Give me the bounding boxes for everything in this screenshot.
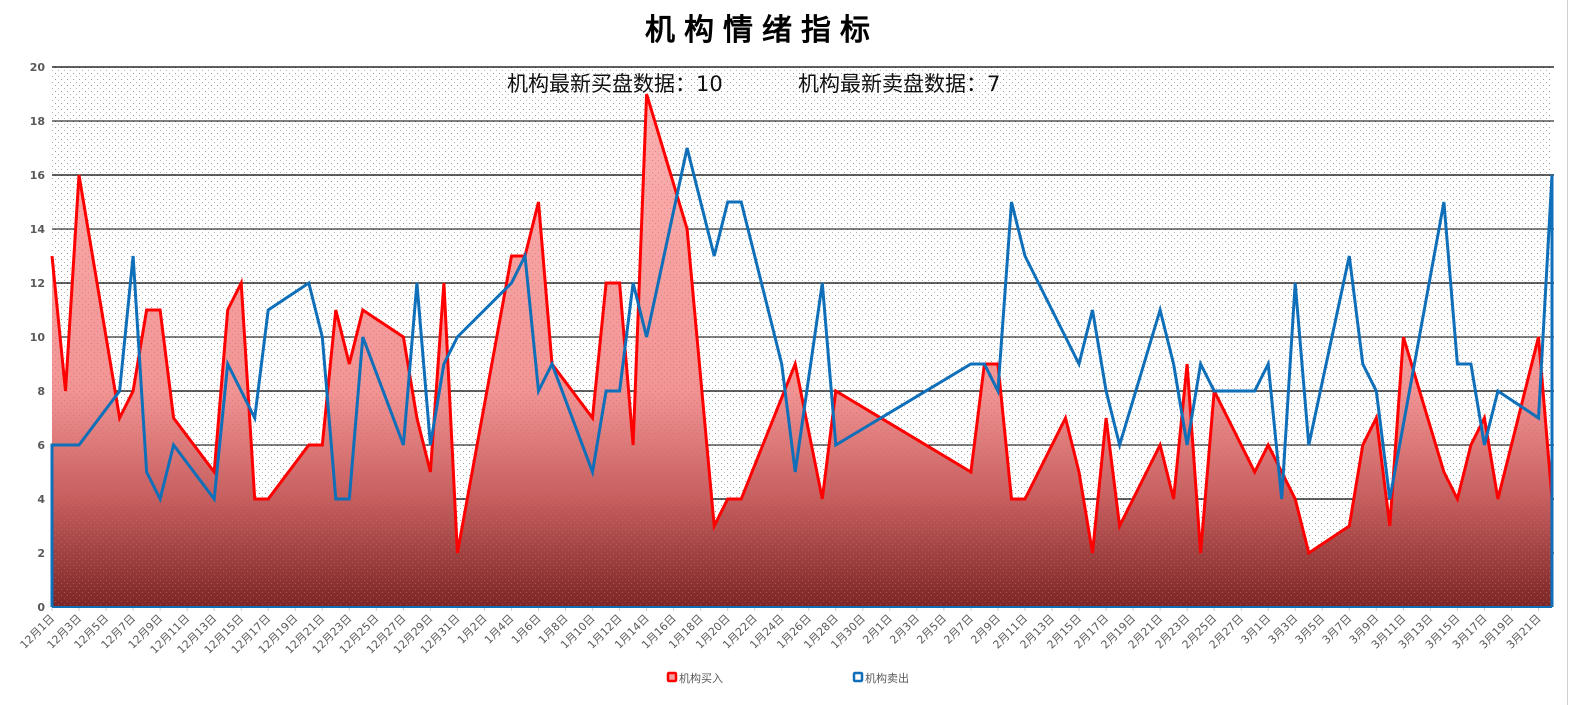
subtitle-buy: 机构最新买盘数据：10: [507, 72, 723, 96]
x-tick-label: 3月7日: [1320, 612, 1355, 647]
series-layer: [50, 93, 1554, 608]
y-tick-label: 4: [37, 493, 45, 506]
x-tick-label: 3月3日: [1266, 612, 1301, 647]
y-axis: 0 2 4 6 8 10 12 14 16 18 20: [30, 61, 46, 614]
x-tick-label: 2月3日: [887, 612, 922, 647]
y-tick-label: 2: [37, 547, 45, 560]
legend-item-sell[interactable]: 机构卖出: [852, 671, 909, 685]
chart-border: [1567, 0, 1568, 705]
legend-label-sell: 机构卖出: [865, 671, 909, 685]
legend-item-buy[interactable]: 机构买入: [666, 671, 723, 685]
legend-label-buy: 机构买入: [679, 671, 723, 685]
y-tick-label: 14: [30, 223, 46, 236]
x-tick-label: 1月6日: [509, 612, 544, 647]
x-tick-label: 2月5日: [914, 612, 949, 647]
legend-marker-sell: [852, 671, 864, 683]
x-axis: 12月1日12月3日12月5日12月7日12月9日12月11日12月13日12月…: [18, 607, 1544, 656]
x-tick-label: 3月1日: [1239, 612, 1274, 647]
legend: 机构买入 机构卖出: [666, 671, 909, 685]
y-tick-label: 16: [30, 169, 46, 182]
x-tick-label: 2月1日: [860, 612, 895, 647]
legend-marker-buy: [666, 671, 678, 683]
x-tick-label: 1月2日: [455, 612, 490, 647]
y-tick-label: 12: [30, 277, 45, 290]
y-tick-label: 6: [37, 439, 45, 452]
chart-title: 机构情绪指标: [645, 13, 879, 48]
x-tick-label: 1月4日: [482, 612, 517, 647]
subtitle-sell: 机构最新卖盘数据：7: [798, 72, 1000, 96]
x-tick-label: 2月7日: [941, 612, 976, 647]
x-tick-label: 3月5日: [1293, 612, 1328, 647]
y-tick-label: 10: [30, 331, 46, 344]
y-tick-label: 18: [30, 115, 45, 128]
y-tick-label: 0: [37, 601, 45, 614]
y-tick-label: 8: [37, 385, 45, 398]
y-tick-label: 20: [30, 61, 46, 74]
series-line-sell: [50, 147, 1554, 607]
